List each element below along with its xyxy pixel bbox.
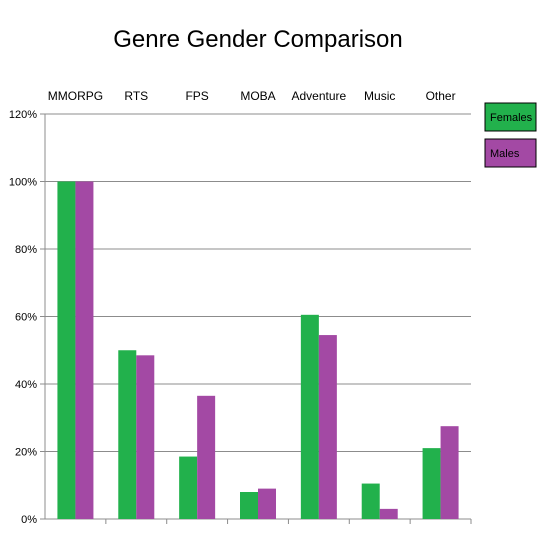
bar-males-music bbox=[379, 508, 398, 519]
y-tick-label: 60% bbox=[15, 312, 37, 324]
category-label: FPS bbox=[185, 89, 208, 103]
y-tick-label: 0% bbox=[21, 514, 37, 526]
category-label: RTS bbox=[124, 89, 148, 103]
bar-females-moba bbox=[240, 492, 258, 519]
y-tick-label: 20% bbox=[15, 447, 37, 459]
bar-males-fps bbox=[197, 395, 216, 519]
bar-males-rts bbox=[136, 355, 155, 519]
bar-females-adventure bbox=[300, 314, 319, 519]
bar-males-mmorpg bbox=[75, 181, 94, 519]
category-label: MOBA bbox=[240, 89, 275, 103]
bars bbox=[57, 181, 459, 519]
chart-title: Genre Gender Comparison bbox=[113, 26, 402, 53]
bar-females-music bbox=[361, 483, 380, 519]
category-labels: MMORPG RTS FPS MOBA Adventure Music Other bbox=[48, 89, 456, 103]
y-tick-label: 120% bbox=[9, 109, 37, 121]
legend-label-males: Males bbox=[490, 148, 520, 160]
category-label: Music bbox=[364, 89, 395, 103]
bar-males-adventure bbox=[318, 335, 337, 519]
legend-swatch-females bbox=[484, 102, 537, 132]
y-tick-label: 100% bbox=[9, 177, 37, 189]
bar-females-fps bbox=[179, 456, 198, 519]
y-axis-ticks: 0% 20% 40% 60% 80% 100% 120% bbox=[9, 109, 37, 526]
bar-males-other bbox=[440, 426, 459, 519]
legend: Females Males bbox=[484, 102, 537, 168]
bar-males-moba bbox=[258, 488, 276, 519]
legend-swatch-males bbox=[484, 138, 537, 168]
axes bbox=[40, 113, 472, 524]
bar-females-mmorpg bbox=[57, 181, 76, 519]
legend-label-females: Females bbox=[490, 112, 533, 124]
gridlines bbox=[45, 113, 471, 452]
y-tick-label: 80% bbox=[15, 244, 37, 256]
y-tick-label: 40% bbox=[15, 379, 37, 391]
bar-females-rts bbox=[118, 350, 137, 519]
category-label: MMORPG bbox=[48, 89, 103, 103]
category-label: Adventure bbox=[292, 89, 347, 103]
bar-females-other bbox=[422, 448, 441, 519]
category-label: Other bbox=[426, 89, 456, 103]
